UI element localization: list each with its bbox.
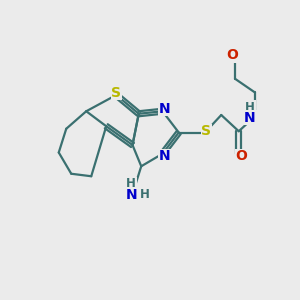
Text: N: N	[244, 110, 256, 124]
Text: N: N	[125, 188, 137, 202]
Text: H: H	[140, 188, 150, 202]
Text: O: O	[226, 48, 238, 62]
Text: H: H	[245, 101, 255, 114]
Text: H: H	[126, 177, 136, 190]
Text: O: O	[235, 149, 247, 163]
Text: N: N	[159, 102, 171, 116]
Text: S: S	[111, 85, 121, 100]
Text: S: S	[201, 124, 211, 138]
Text: N: N	[159, 149, 171, 163]
